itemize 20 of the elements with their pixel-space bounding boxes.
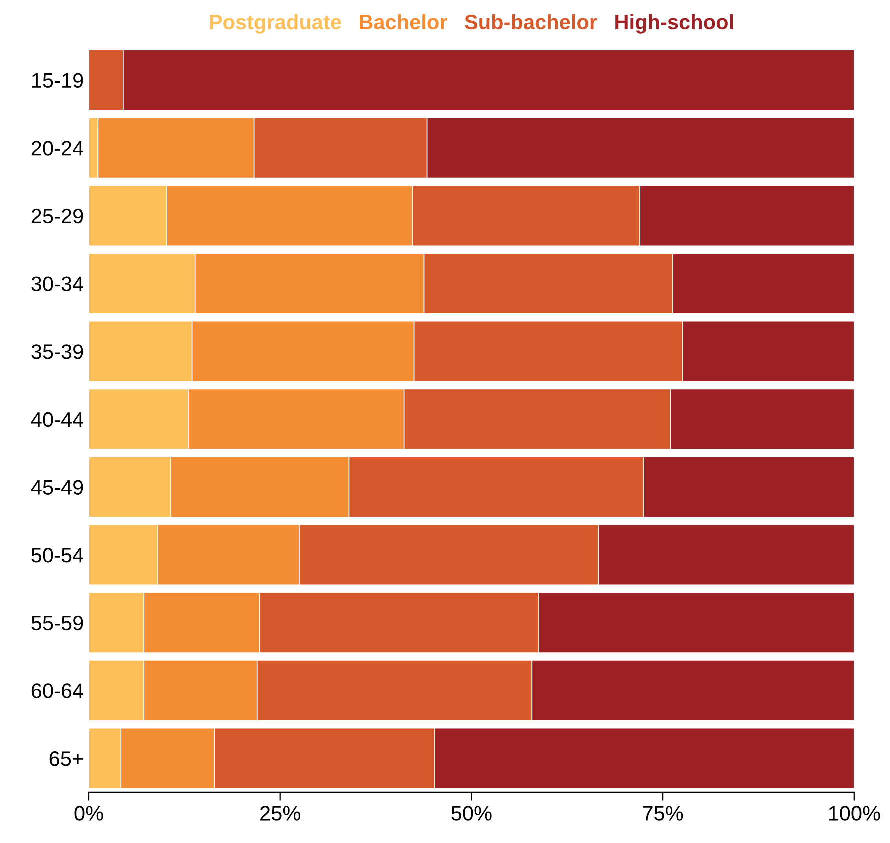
text: Bachelor xyxy=(360,14,448,30)
y-tick-label: 25-29 xyxy=(32,208,84,224)
y-tick-label: 20-24 xyxy=(32,141,84,156)
y-tick-label: 30-34 xyxy=(32,276,84,292)
y-tick-label: 35-39 xyxy=(32,344,84,360)
text: Postgraduate xyxy=(210,14,342,34)
y-tick-label: 40-44 xyxy=(31,412,84,428)
x-tick-label: 25% xyxy=(260,806,300,821)
y-tick-label: 15-19 xyxy=(32,73,84,88)
text: Sub-bachelor xyxy=(465,14,598,30)
x-tick-label: 0% xyxy=(74,806,104,821)
x-tick-label: 100% xyxy=(829,806,880,821)
series-label: High-school xyxy=(616,14,734,34)
y-tick-label: 50-54 xyxy=(32,548,84,563)
y-tick-label: 45-49 xyxy=(31,480,84,495)
y-tick-label: 55-59 xyxy=(32,616,84,631)
x-tick-label: 50% xyxy=(452,806,492,821)
y-tick-label: 60-64 xyxy=(32,684,84,698)
x-tick-label: 75% xyxy=(643,806,684,821)
y-tick-label: 65+ xyxy=(50,752,84,766)
